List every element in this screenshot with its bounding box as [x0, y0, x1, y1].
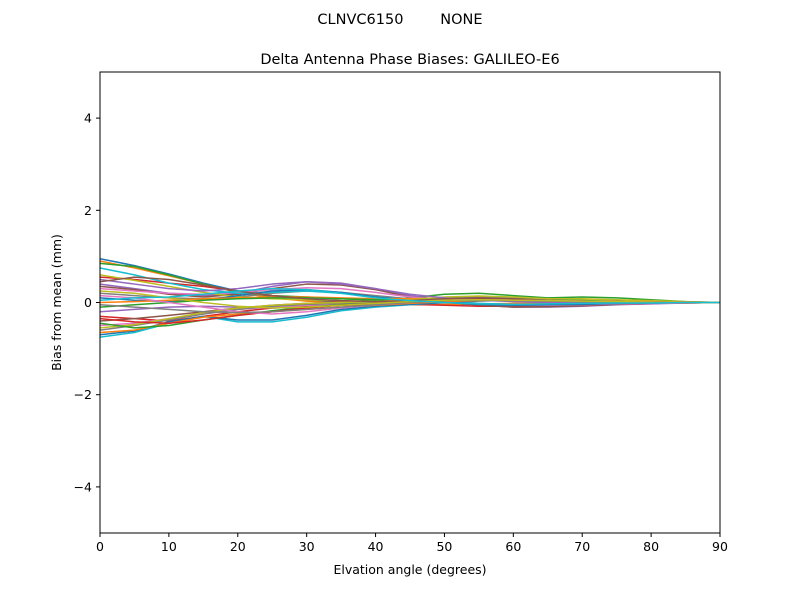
x-axis-ticks: 0 10 20 30 40 50 60 70 80 90 [96, 533, 728, 554]
y-tick-label: 4 [84, 111, 92, 126]
series-line-29 [100, 290, 720, 309]
x-tick-label: 90 [712, 539, 728, 554]
y-axis-ticks: −4 −2 0 2 4 [74, 111, 100, 494]
y-tick-label: −2 [74, 387, 92, 402]
series-line-3 [100, 262, 720, 304]
x-tick-label: 10 [161, 539, 177, 554]
x-tick-label: 30 [299, 539, 315, 554]
chart-title: Delta Antenna Phase Biases: GALILEO-E6 [260, 52, 559, 68]
figure-suptitle: CLNVC6150 NONE [317, 12, 482, 28]
series-line-30 [100, 287, 720, 306]
y-tick-label: 2 [84, 203, 92, 218]
x-axis-label: Elvation angle (degrees) [333, 562, 486, 577]
x-tick-label: 70 [574, 539, 590, 554]
x-tick-label: 50 [436, 539, 452, 554]
x-tick-label: 40 [368, 539, 384, 554]
x-tick-label: 60 [505, 539, 521, 554]
x-tick-label: 0 [96, 539, 104, 554]
x-tick-label: 80 [643, 539, 659, 554]
series-lines [100, 257, 720, 338]
x-tick-label: 20 [230, 539, 246, 554]
y-tick-label: 0 [84, 295, 92, 310]
y-tick-label: −4 [74, 479, 92, 494]
y-axis-label: Bias from mean (mm) [49, 234, 64, 371]
